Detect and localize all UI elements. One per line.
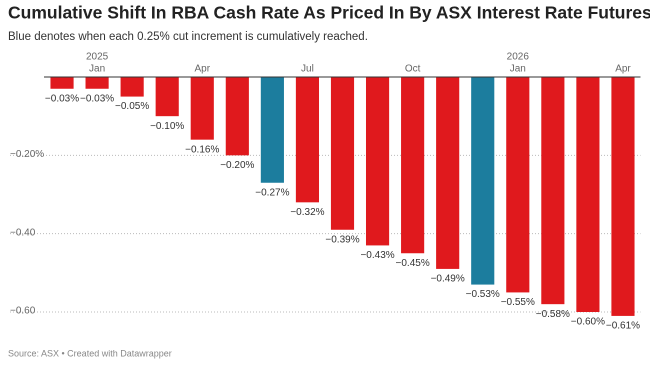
y-tick-label: −0.40 bbox=[10, 227, 36, 238]
x-tick-label: Apr bbox=[194, 64, 210, 75]
value-label: −0.39% bbox=[325, 234, 359, 245]
bar bbox=[85, 77, 109, 89]
x-tick-label: Oct bbox=[405, 64, 421, 75]
value-label: −0.03% bbox=[80, 93, 114, 104]
value-label: −0.05% bbox=[115, 101, 149, 112]
value-label: −0.43% bbox=[360, 250, 394, 261]
bar bbox=[155, 77, 179, 117]
bar bbox=[365, 77, 390, 246]
value-label: −0.61% bbox=[606, 321, 640, 332]
value-label: −0.45% bbox=[396, 258, 430, 269]
value-label: −0.20% bbox=[220, 160, 254, 171]
bar bbox=[50, 77, 74, 89]
value-label: −0.27% bbox=[255, 187, 289, 198]
value-label: −0.10% bbox=[150, 121, 184, 132]
chart-title: Cumulative Shift In RBA Cash Rate As Pri… bbox=[8, 3, 650, 23]
y-tick-label: −0.20% bbox=[10, 149, 44, 160]
y-tick-label: −0.60 bbox=[10, 306, 36, 317]
bar bbox=[506, 77, 530, 293]
x-tick-label: Apr bbox=[615, 64, 631, 75]
value-label: −0.32% bbox=[290, 207, 324, 218]
value-label: −0.55% bbox=[501, 297, 535, 308]
source: Source: ASX • Created with Datawrapper bbox=[8, 348, 172, 358]
value-label: −0.16% bbox=[185, 144, 219, 155]
value-label: −0.58% bbox=[536, 309, 570, 320]
bar bbox=[541, 77, 565, 305]
value-label: −0.49% bbox=[431, 274, 465, 285]
bar bbox=[436, 77, 460, 269]
x-tick-label: Jan bbox=[510, 64, 526, 75]
chart-subtitle: Blue denotes when each 0.25% cut increme… bbox=[8, 31, 368, 43]
bar bbox=[330, 77, 355, 230]
value-label: −0.03% bbox=[45, 93, 79, 104]
value-label: −0.60% bbox=[571, 317, 605, 328]
bar bbox=[260, 77, 284, 183]
bar bbox=[120, 77, 144, 97]
x-tick-label: Jan bbox=[89, 64, 105, 75]
bar bbox=[225, 77, 249, 156]
bar bbox=[295, 77, 320, 203]
bar bbox=[471, 77, 495, 285]
bar bbox=[611, 77, 635, 316]
x-year-label: 2025 bbox=[86, 52, 109, 63]
x-year-label: 2026 bbox=[507, 52, 530, 63]
bar bbox=[576, 77, 600, 312]
bar bbox=[190, 77, 214, 140]
bar bbox=[401, 77, 425, 254]
value-label: −0.53% bbox=[466, 289, 500, 300]
x-tick-label: Jul bbox=[301, 64, 314, 75]
